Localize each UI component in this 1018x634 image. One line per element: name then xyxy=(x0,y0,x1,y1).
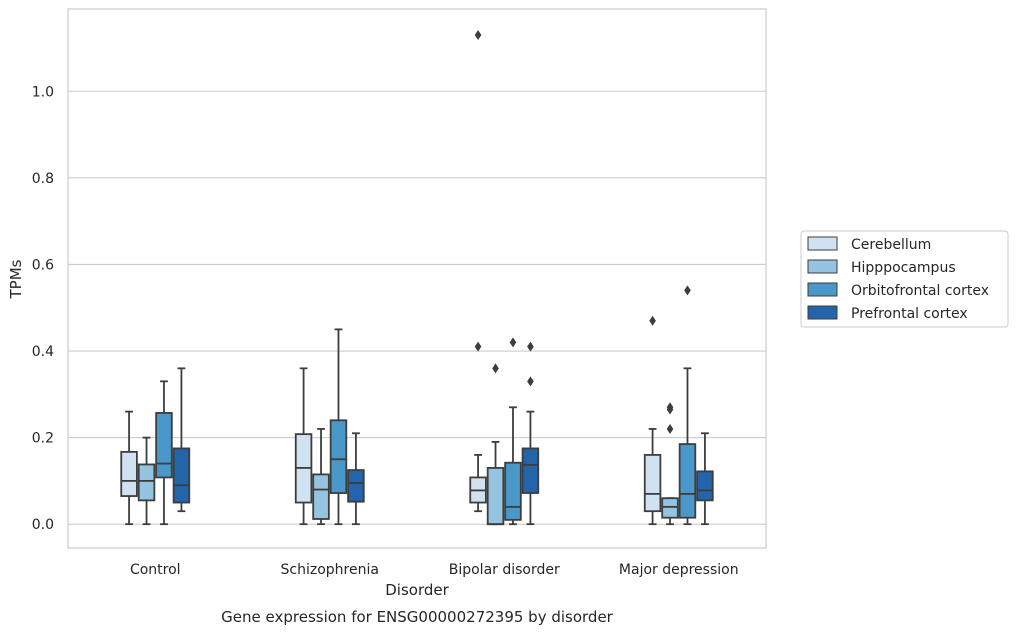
box-group xyxy=(329,328,348,526)
box-iqr xyxy=(329,419,348,494)
legend-swatch xyxy=(807,259,838,274)
x-axis-label: Disorder xyxy=(385,581,449,599)
box-group xyxy=(294,367,313,526)
outlier-point xyxy=(474,341,482,352)
x-tick-label: Control xyxy=(130,562,181,578)
y-tick-label: 0.0 xyxy=(32,517,54,533)
legend-swatch xyxy=(807,282,838,297)
box-group xyxy=(643,315,662,526)
y-tick-label: 1.0 xyxy=(32,84,54,100)
legend-label: Cerebellum xyxy=(851,237,931,253)
box-iqr xyxy=(696,470,714,502)
box-group xyxy=(155,380,173,526)
box-iqr xyxy=(155,412,173,479)
box-iqr xyxy=(120,450,138,497)
box-iqr xyxy=(347,469,365,503)
box-group xyxy=(661,402,679,526)
y-tick-label: 0.6 xyxy=(32,257,54,273)
outlier-point xyxy=(666,423,674,434)
legend: Cerebellum Hipppocampus Orbitofrontal cort… xyxy=(800,230,1009,328)
outlier-point xyxy=(474,29,482,40)
legend-label: Prefrontal cortex xyxy=(851,306,968,322)
y-tick-labels: 0.0 0.2 0.4 0.6 0.8 1.0 xyxy=(32,84,54,533)
outlier-point xyxy=(684,285,691,296)
box-iqr xyxy=(678,443,697,519)
box-group xyxy=(172,367,191,513)
box-group xyxy=(347,432,365,526)
y-tick-label: 0.8 xyxy=(32,171,54,187)
legend-swatch xyxy=(807,305,838,320)
box-iqr xyxy=(661,497,679,519)
box-group xyxy=(120,410,138,526)
x-tick-labels: Control Schizophrenia Bipolar disorder Majo… xyxy=(130,562,739,578)
box-iqr xyxy=(172,447,191,504)
box-iqr xyxy=(521,447,540,494)
y-tick-label: 0.2 xyxy=(32,431,54,447)
boxes xyxy=(120,29,714,526)
box-group xyxy=(137,436,156,526)
outlier-point xyxy=(492,363,499,374)
box-iqr xyxy=(486,467,505,526)
box-group xyxy=(486,363,505,526)
legend-label: Hipppocampus xyxy=(851,260,956,276)
plot-frame xyxy=(67,8,767,549)
outlier-point xyxy=(527,376,534,387)
legend-label: Orbitofrontal cortex xyxy=(851,283,989,299)
outlier-point xyxy=(527,341,534,352)
y-tick-label: 0.4 xyxy=(32,344,54,360)
chart-title: Gene expression for ENSG00000272395 by d… xyxy=(221,608,614,626)
outlier-point xyxy=(649,315,656,326)
legend-frame xyxy=(800,230,1009,328)
x-tick-label: Major depression xyxy=(619,562,739,578)
box-group xyxy=(678,285,697,526)
box-group xyxy=(521,341,540,526)
outlier-point xyxy=(509,337,517,348)
x-tick-label: Bipolar disorder xyxy=(449,562,560,578)
box-iqr xyxy=(643,454,662,513)
y-axis-label: TPMs xyxy=(7,259,25,299)
legend-swatch xyxy=(807,236,838,251)
box-group xyxy=(469,29,487,513)
box-group xyxy=(696,432,714,526)
box-iqr xyxy=(137,463,156,502)
x-tick-label: Schizophrenia xyxy=(281,562,379,578)
box-group xyxy=(504,337,522,526)
outlier-point xyxy=(666,402,674,413)
box-group xyxy=(312,428,330,526)
box-iqr xyxy=(312,473,330,520)
box-iqr xyxy=(504,461,522,521)
